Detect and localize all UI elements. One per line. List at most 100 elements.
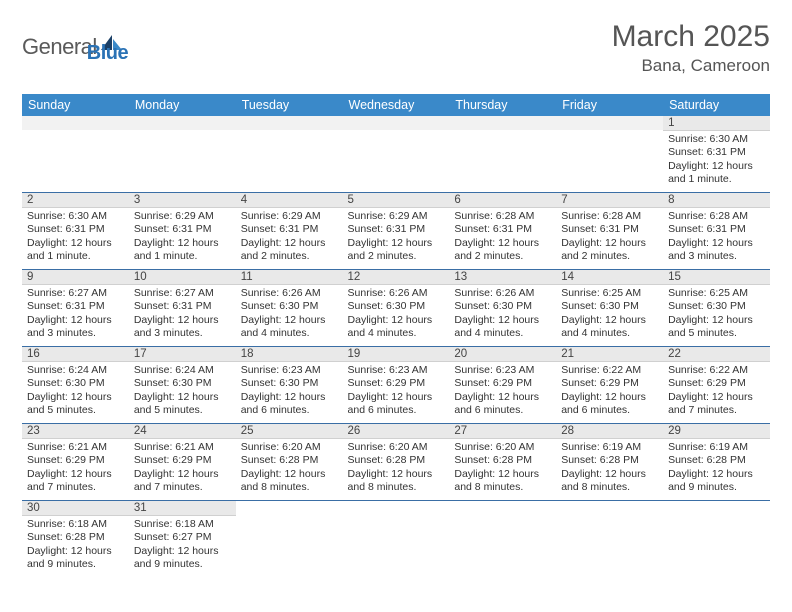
- day-number: 30: [22, 501, 129, 516]
- day-number: 12: [343, 270, 450, 285]
- sunset-line: Sunset: 6:31 PM: [241, 223, 338, 236]
- month-title: March 2025: [612, 20, 770, 54]
- calendar-cell: 18Sunrise: 6:23 AMSunset: 6:30 PMDayligh…: [236, 347, 343, 424]
- daylight-line: Daylight: 12 hours and 4 minutes.: [561, 314, 658, 341]
- day-details: Sunrise: 6:27 AMSunset: 6:31 PMDaylight:…: [22, 285, 129, 344]
- day-number: 6: [449, 193, 556, 208]
- daylight-line: Daylight: 12 hours and 4 minutes.: [454, 314, 551, 341]
- day-details: Sunrise: 6:26 AMSunset: 6:30 PMDaylight:…: [236, 285, 343, 344]
- day-number: 17: [129, 347, 236, 362]
- calendar-cell: [129, 116, 236, 193]
- calendar-week-row: 16Sunrise: 6:24 AMSunset: 6:30 PMDayligh…: [22, 347, 770, 424]
- day-number: 24: [129, 424, 236, 439]
- calendar-cell: 17Sunrise: 6:24 AMSunset: 6:30 PMDayligh…: [129, 347, 236, 424]
- sunrise-line: Sunrise: 6:26 AM: [348, 287, 445, 300]
- calendar-cell: 26Sunrise: 6:20 AMSunset: 6:28 PMDayligh…: [343, 424, 450, 501]
- calendar-cell: 30Sunrise: 6:18 AMSunset: 6:28 PMDayligh…: [22, 501, 129, 578]
- daylight-line: Daylight: 12 hours and 2 minutes.: [454, 237, 551, 264]
- daylight-line: Daylight: 12 hours and 5 minutes.: [668, 314, 765, 341]
- daylight-line: Daylight: 12 hours and 2 minutes.: [241, 237, 338, 264]
- day-number: 10: [129, 270, 236, 285]
- sunset-line: Sunset: 6:30 PM: [134, 377, 231, 390]
- sunrise-line: Sunrise: 6:22 AM: [668, 364, 765, 377]
- sunrise-line: Sunrise: 6:29 AM: [134, 210, 231, 223]
- sunset-line: Sunset: 6:30 PM: [668, 300, 765, 313]
- calendar-cell: [22, 116, 129, 193]
- sunset-line: Sunset: 6:31 PM: [668, 223, 765, 236]
- sunset-line: Sunset: 6:29 PM: [561, 377, 658, 390]
- calendar-cell: 10Sunrise: 6:27 AMSunset: 6:31 PMDayligh…: [129, 270, 236, 347]
- sunrise-line: Sunrise: 6:26 AM: [241, 287, 338, 300]
- weekday-header-row: Sunday Monday Tuesday Wednesday Thursday…: [22, 94, 770, 116]
- sunset-line: Sunset: 6:30 PM: [241, 377, 338, 390]
- day-number: 5: [343, 193, 450, 208]
- header: General Blue March 2025 Bana, Cameroon: [22, 20, 770, 76]
- day-number: 29: [663, 424, 770, 439]
- calendar-cell: 23Sunrise: 6:21 AMSunset: 6:29 PMDayligh…: [22, 424, 129, 501]
- daylight-line: Daylight: 12 hours and 6 minutes.: [241, 391, 338, 418]
- sunset-line: Sunset: 6:27 PM: [134, 531, 231, 544]
- sunset-line: Sunset: 6:31 PM: [27, 223, 124, 236]
- day-details: Sunrise: 6:21 AMSunset: 6:29 PMDaylight:…: [22, 439, 129, 498]
- calendar-cell: [449, 501, 556, 578]
- daylight-line: Daylight: 12 hours and 6 minutes.: [454, 391, 551, 418]
- sunrise-line: Sunrise: 6:27 AM: [134, 287, 231, 300]
- daylight-line: Daylight: 12 hours and 4 minutes.: [241, 314, 338, 341]
- calendar-cell: 19Sunrise: 6:23 AMSunset: 6:29 PMDayligh…: [343, 347, 450, 424]
- sunset-line: Sunset: 6:31 PM: [454, 223, 551, 236]
- daylight-line: Daylight: 12 hours and 7 minutes.: [27, 468, 124, 495]
- day-details: Sunrise: 6:26 AMSunset: 6:30 PMDaylight:…: [343, 285, 450, 344]
- calendar-week-row: 30Sunrise: 6:18 AMSunset: 6:28 PMDayligh…: [22, 501, 770, 578]
- sunrise-line: Sunrise: 6:25 AM: [668, 287, 765, 300]
- calendar-table: Sunday Monday Tuesday Wednesday Thursday…: [22, 94, 770, 577]
- day-details: Sunrise: 6:30 AMSunset: 6:31 PMDaylight:…: [22, 208, 129, 267]
- day-details: Sunrise: 6:25 AMSunset: 6:30 PMDaylight:…: [663, 285, 770, 344]
- day-details: Sunrise: 6:22 AMSunset: 6:29 PMDaylight:…: [556, 362, 663, 421]
- sunset-line: Sunset: 6:29 PM: [348, 377, 445, 390]
- calendar-cell: 12Sunrise: 6:26 AMSunset: 6:30 PMDayligh…: [343, 270, 450, 347]
- daylight-line: Daylight: 12 hours and 6 minutes.: [561, 391, 658, 418]
- daylight-line: Daylight: 12 hours and 8 minutes.: [348, 468, 445, 495]
- calendar-cell: 2Sunrise: 6:30 AMSunset: 6:31 PMDaylight…: [22, 193, 129, 270]
- calendar-cell: 8Sunrise: 6:28 AMSunset: 6:31 PMDaylight…: [663, 193, 770, 270]
- day-number: 14: [556, 270, 663, 285]
- day-number: 15: [663, 270, 770, 285]
- sunset-line: Sunset: 6:31 PM: [561, 223, 658, 236]
- daylight-line: Daylight: 12 hours and 3 minutes.: [668, 237, 765, 264]
- sunset-line: Sunset: 6:31 PM: [348, 223, 445, 236]
- sunset-line: Sunset: 6:29 PM: [454, 377, 551, 390]
- sunset-line: Sunset: 6:28 PM: [668, 454, 765, 467]
- day-number: 2: [22, 193, 129, 208]
- sunset-line: Sunset: 6:28 PM: [454, 454, 551, 467]
- sunrise-line: Sunrise: 6:28 AM: [561, 210, 658, 223]
- calendar-cell: 4Sunrise: 6:29 AMSunset: 6:31 PMDaylight…: [236, 193, 343, 270]
- calendar-week-row: 2Sunrise: 6:30 AMSunset: 6:31 PMDaylight…: [22, 193, 770, 270]
- weekday-header: Thursday: [449, 94, 556, 116]
- calendar-cell: 5Sunrise: 6:29 AMSunset: 6:31 PMDaylight…: [343, 193, 450, 270]
- sunrise-line: Sunrise: 6:24 AM: [27, 364, 124, 377]
- calendar-cell: 6Sunrise: 6:28 AMSunset: 6:31 PMDaylight…: [449, 193, 556, 270]
- sunset-line: Sunset: 6:31 PM: [668, 146, 765, 159]
- calendar-week-row: 1Sunrise: 6:30 AMSunset: 6:31 PMDaylight…: [22, 116, 770, 193]
- calendar-cell: [236, 116, 343, 193]
- calendar-cell: [556, 116, 663, 193]
- calendar-cell: 15Sunrise: 6:25 AMSunset: 6:30 PMDayligh…: [663, 270, 770, 347]
- day-number: 20: [449, 347, 556, 362]
- daylight-line: Daylight: 12 hours and 8 minutes.: [561, 468, 658, 495]
- sunrise-line: Sunrise: 6:24 AM: [134, 364, 231, 377]
- sunrise-line: Sunrise: 6:26 AM: [454, 287, 551, 300]
- calendar-cell: 1Sunrise: 6:30 AMSunset: 6:31 PMDaylight…: [663, 116, 770, 193]
- sunrise-line: Sunrise: 6:27 AM: [27, 287, 124, 300]
- sunset-line: Sunset: 6:28 PM: [561, 454, 658, 467]
- sunrise-line: Sunrise: 6:20 AM: [241, 441, 338, 454]
- sunset-line: Sunset: 6:28 PM: [27, 531, 124, 544]
- sunset-line: Sunset: 6:31 PM: [134, 223, 231, 236]
- day-number: 19: [343, 347, 450, 362]
- calendar-cell: [556, 501, 663, 578]
- day-number: 13: [449, 270, 556, 285]
- sunrise-line: Sunrise: 6:25 AM: [561, 287, 658, 300]
- calendar-cell: 3Sunrise: 6:29 AMSunset: 6:31 PMDaylight…: [129, 193, 236, 270]
- logo: General Blue: [22, 28, 128, 65]
- daylight-line: Daylight: 12 hours and 9 minutes.: [668, 468, 765, 495]
- calendar-cell: 29Sunrise: 6:19 AMSunset: 6:28 PMDayligh…: [663, 424, 770, 501]
